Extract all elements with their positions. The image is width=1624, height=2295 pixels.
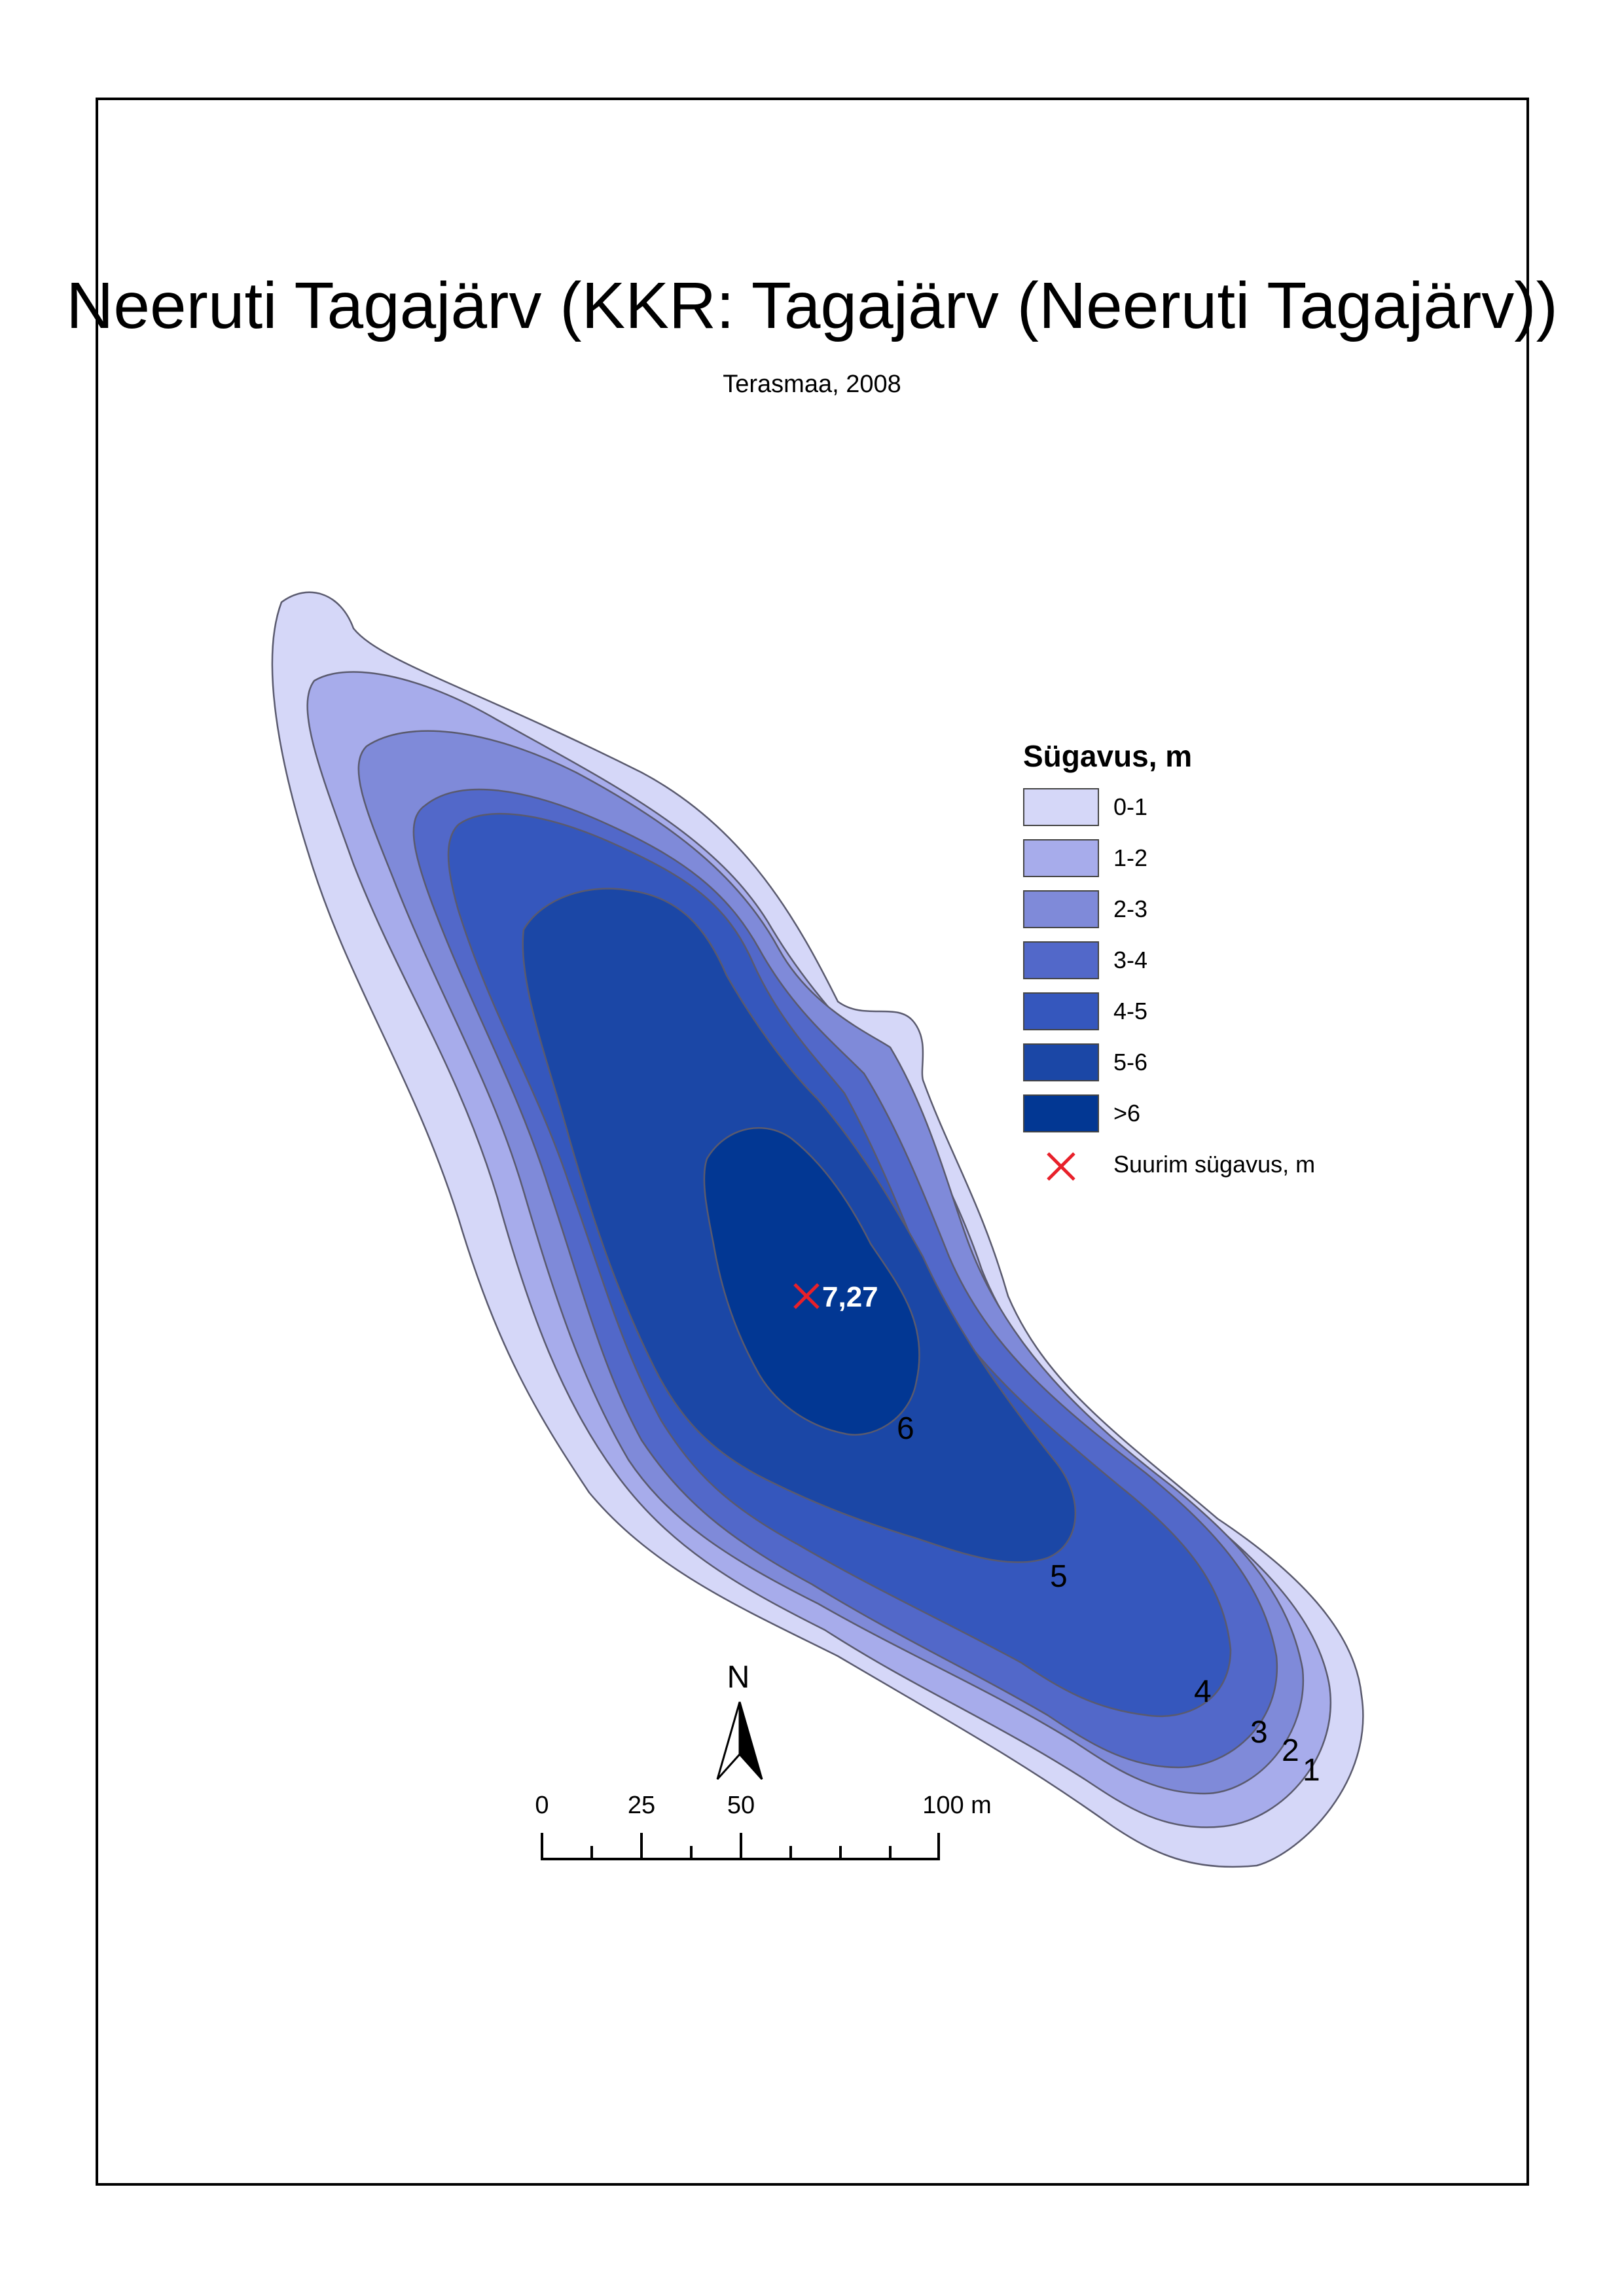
north-arrow-right-half bbox=[738, 1701, 763, 1780]
legend-item-max-depth: Suurim sügavus, m bbox=[1023, 1146, 1416, 1197]
legend-swatch-over-6 bbox=[1023, 1094, 1099, 1132]
legend-swatch-1-2 bbox=[1023, 839, 1099, 877]
scale-label-0: 0 bbox=[535, 1792, 549, 1819]
legend-label-2-3: 2-3 bbox=[1113, 895, 1148, 922]
legend-label-5-6: 5-6 bbox=[1113, 1049, 1148, 1075]
legend-item-5-6: 5-6 bbox=[1023, 1043, 1416, 1094]
legend-swatch-5-6 bbox=[1023, 1043, 1099, 1081]
legend-title: Sügavus, m bbox=[1023, 739, 1193, 773]
scale-label-50: 50 bbox=[727, 1792, 755, 1819]
scale-label-25: 25 bbox=[628, 1792, 655, 1819]
legend-swatch-4-5 bbox=[1023, 992, 1099, 1030]
legend: Sügavus, m 0-1 1-2 2-3 3-4 4-5 5-6 >6 Su… bbox=[1023, 738, 1416, 1197]
depth-zone-over-6 bbox=[703, 1127, 920, 1436]
legend-label-3-4: 3-4 bbox=[1113, 947, 1148, 973]
scale-bar: 0 25 50 100 m bbox=[535, 1792, 992, 1860]
scale-bar-ticks bbox=[541, 1833, 940, 1859]
north-arrow-label: N bbox=[727, 1660, 750, 1695]
contour-label-1: 1 bbox=[1303, 1753, 1320, 1788]
legend-cross-line-b bbox=[1047, 1152, 1075, 1181]
legend-label-0-1: 0-1 bbox=[1113, 793, 1148, 820]
legend-label-max-depth: Suurim sügavus, m bbox=[1113, 1151, 1316, 1178]
scale-bar-labels: 0 25 50 100 m bbox=[535, 1792, 991, 1819]
legend-label-1-2: 1-2 bbox=[1113, 844, 1148, 871]
contour-label-6: 6 bbox=[897, 1411, 914, 1446]
contour-label-3: 3 bbox=[1250, 1715, 1268, 1750]
scale-label-100: 100 m bbox=[922, 1792, 992, 1819]
legend-item-2-3: 2-3 bbox=[1023, 890, 1416, 941]
legend-swatch-3-4 bbox=[1023, 941, 1099, 979]
legend-label-over-6: >6 bbox=[1113, 1100, 1141, 1127]
depth-contours bbox=[271, 591, 1364, 1868]
north-arrow-left-half bbox=[716, 1701, 741, 1780]
max-depth-label: 7,27 bbox=[822, 1281, 878, 1313]
max-depth-marker: 7,27 bbox=[793, 1281, 878, 1313]
legend-item-over-6: >6 bbox=[1023, 1094, 1416, 1146]
north-arrow: N bbox=[716, 1660, 763, 1780]
legend-item-1-2: 1-2 bbox=[1023, 839, 1416, 890]
map-subtitle: Terasmaa, 2008 bbox=[723, 370, 901, 398]
legend-item-3-4: 3-4 bbox=[1023, 941, 1416, 992]
map-title: Neeruti Tagajärv (KKR: Tagajärv (Neeruti… bbox=[66, 269, 1558, 342]
contour-label-5: 5 bbox=[1050, 1559, 1068, 1594]
legend-item-0-1: 0-1 bbox=[1023, 788, 1416, 839]
legend-item-4-5: 4-5 bbox=[1023, 992, 1416, 1043]
legend-swatch-0-1 bbox=[1023, 788, 1099, 826]
legend-swatch-2-3 bbox=[1023, 890, 1099, 928]
legend-label-4-5: 4-5 bbox=[1113, 998, 1148, 1024]
map-frame bbox=[96, 98, 1529, 2186]
legend-max-depth-cross-icon bbox=[1047, 1152, 1075, 1181]
contour-label-4: 4 bbox=[1194, 1674, 1212, 1709]
contour-labels: 6 5 4 3 2 1 bbox=[897, 1411, 1320, 1788]
max-depth-x-line-b bbox=[793, 1283, 820, 1309]
contour-label-2: 2 bbox=[1282, 1733, 1299, 1768]
